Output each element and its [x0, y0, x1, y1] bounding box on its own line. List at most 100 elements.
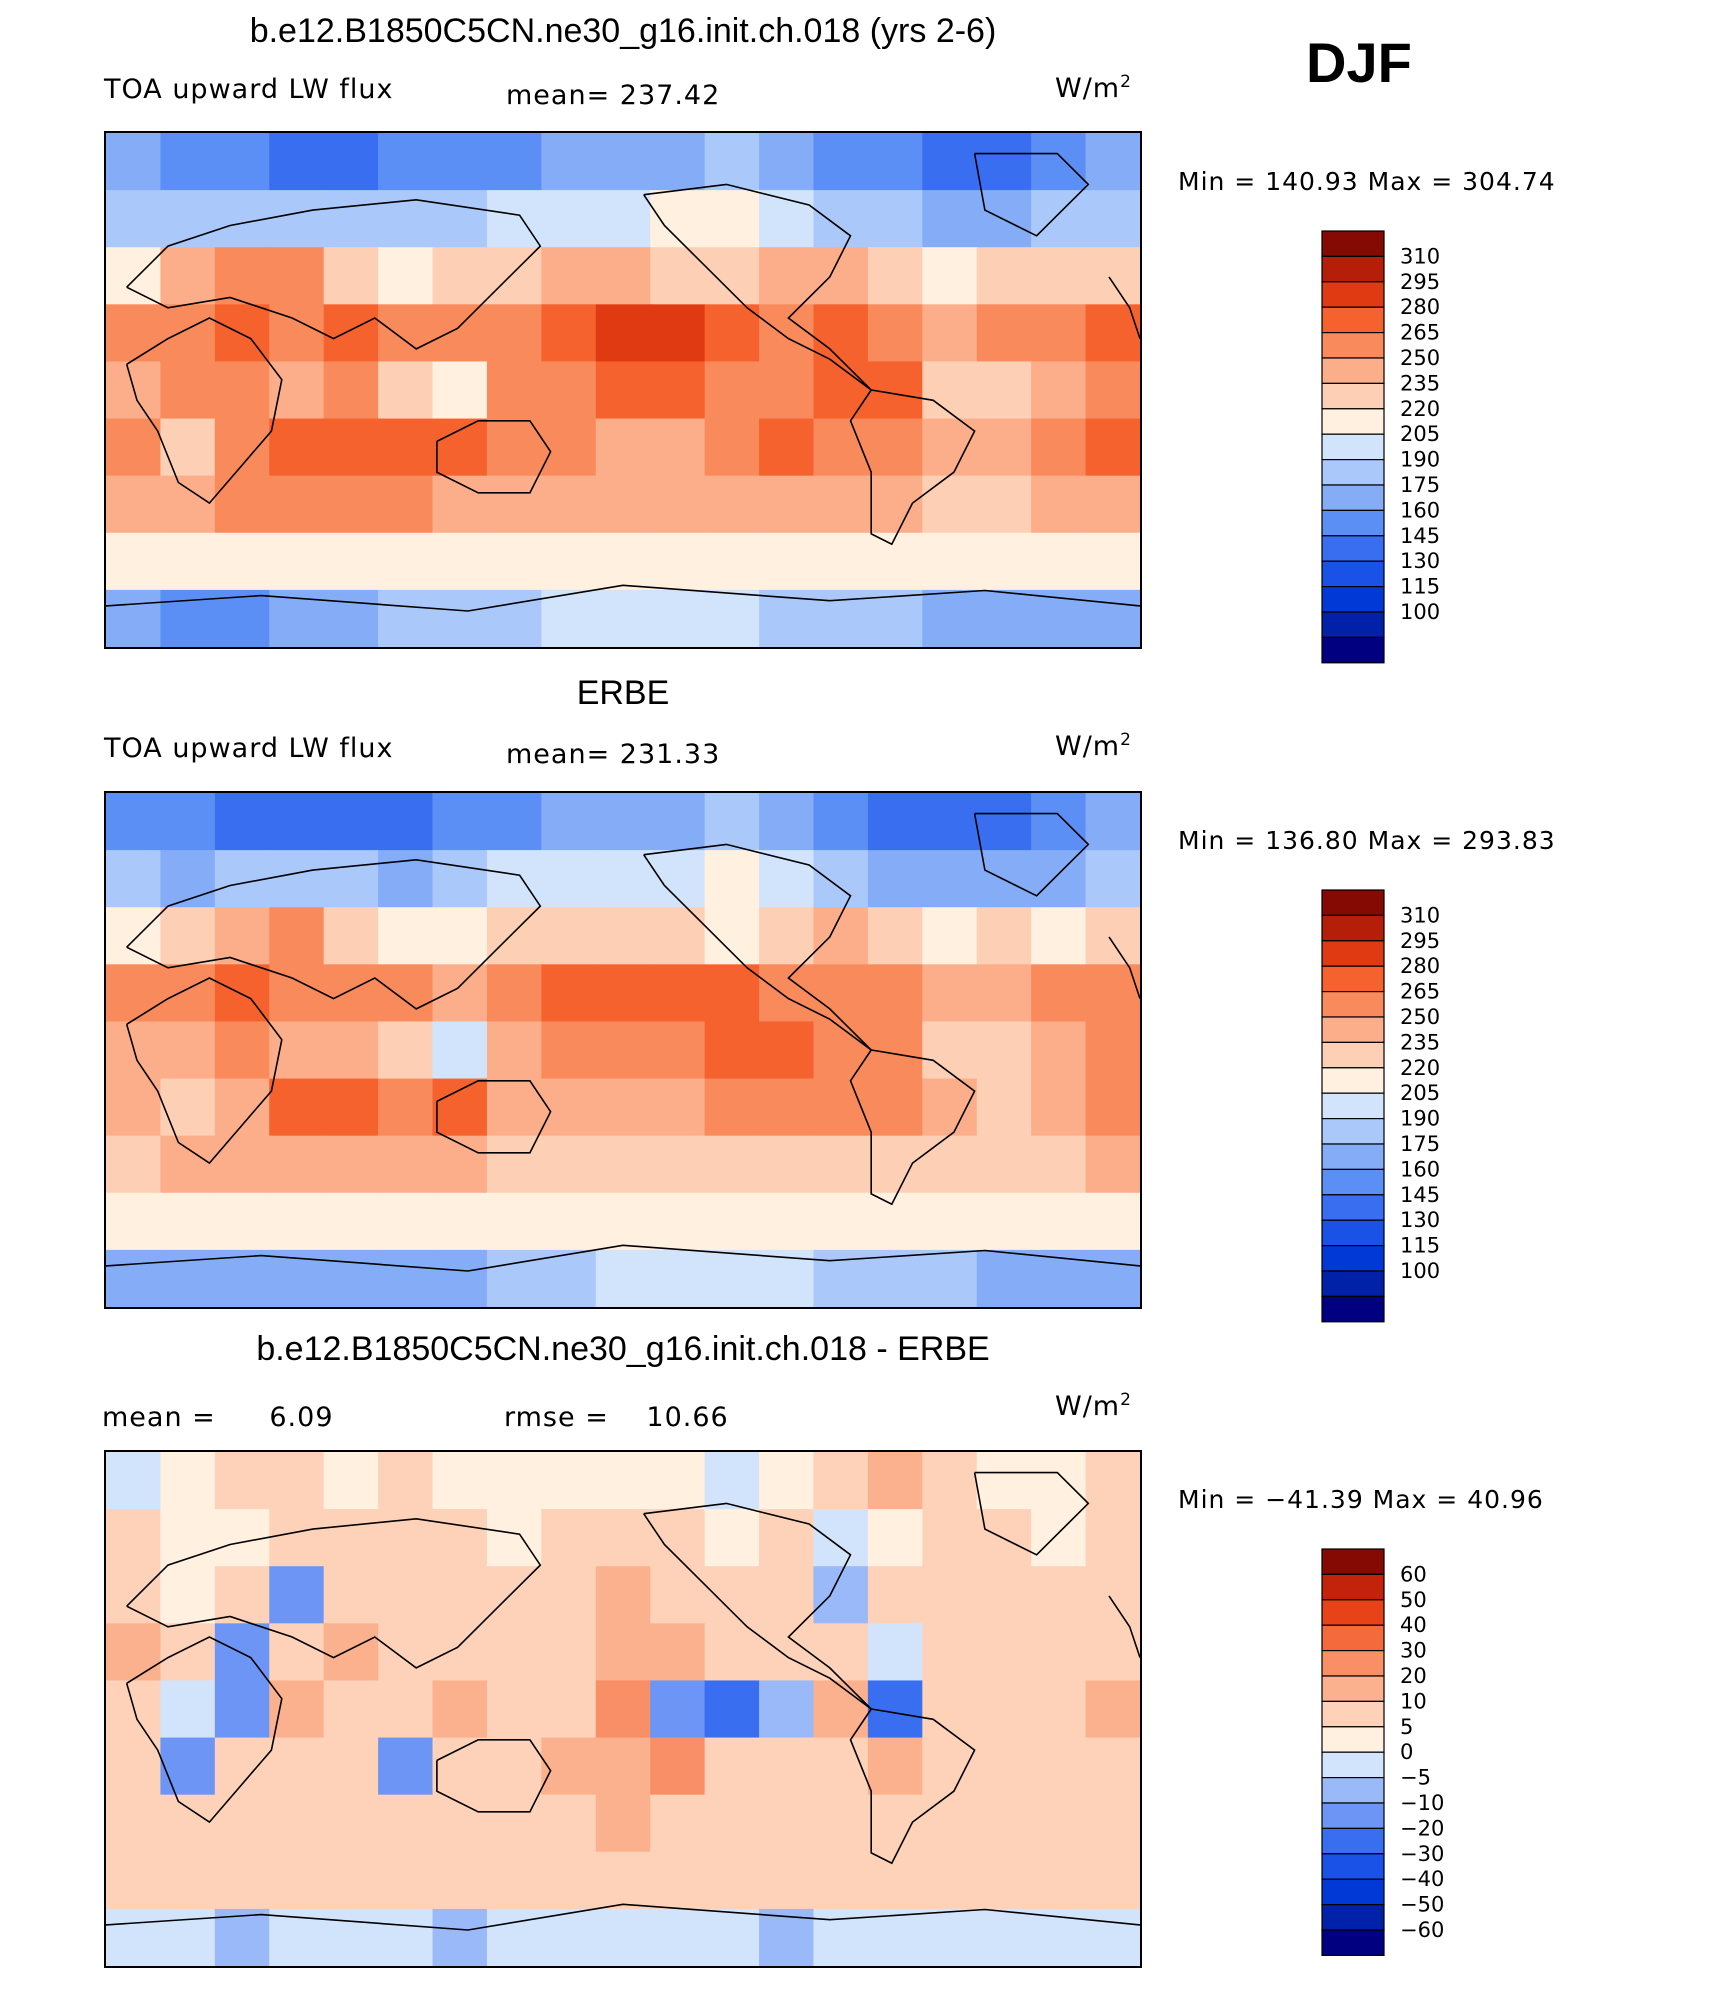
panel1-map-cell-3-8 [541, 304, 597, 363]
panel3-map-cell-6-12 [759, 1794, 815, 1853]
panel3-map-coastline-3 [643, 1502, 872, 1710]
panel1-map-cell-3-5 [378, 304, 434, 363]
panel3-map-cell-1-9 [595, 1509, 651, 1567]
panel1-map-cell-2-10 [650, 247, 706, 305]
panel2-colorbar-box-0 [1321, 889, 1385, 916]
panel1-map-cell-0-14 [867, 133, 923, 191]
panel2-map-cell-0-1 [160, 793, 216, 851]
panel2-map-cell-2-5 [378, 907, 434, 965]
panel3-map-cell-5-16 [976, 1737, 1032, 1796]
panel2-map-cell-1-0 [106, 850, 162, 908]
panel1-map-cell-7-6 [432, 532, 488, 591]
panel3-map-cell-0-9 [595, 1452, 651, 1510]
panel3-colorbar-box-15 [1321, 1929, 1385, 1956]
panel3-map-cell-5-3 [269, 1737, 325, 1796]
panel3-map-cell-6-10 [650, 1794, 706, 1853]
panel2-colorbar-box-13 [1321, 1219, 1385, 1247]
panel2-map-cell-6-15 [922, 1135, 978, 1194]
panel2-map-cell-0-9 [595, 793, 651, 851]
panel1-map-cell-6-4 [323, 475, 379, 534]
panel2-map-cell-4-2 [214, 1021, 270, 1080]
panel2-map-cell-7-6 [432, 1192, 488, 1251]
panel3-map-cell-0-2 [214, 1452, 270, 1510]
panel3-map-cell-3-0 [106, 1623, 162, 1682]
panel2-colorbar-label-8: 190 [1400, 1107, 1440, 1131]
panel2-map-cell-7-18 [1085, 1192, 1140, 1251]
panel3-map-cell-5-2 [214, 1737, 270, 1796]
panel3-map-cell-0-12 [759, 1452, 815, 1510]
panel1-map-coastline-6 [106, 584, 1140, 612]
panel1-map-cell-2-7 [486, 247, 542, 305]
panel3-map-cell-2-2 [214, 1566, 270, 1624]
panel3-map-cell-7-18 [1085, 1851, 1140, 1910]
panel1-mean-label: mean= [506, 80, 611, 111]
panel1-map-cell-8-2 [214, 589, 270, 647]
panel2-map-cell-8-14 [867, 1249, 923, 1307]
panel3-map-cell-4-1 [160, 1680, 216, 1739]
panel3-rmse-value: 10.66 [646, 1402, 729, 1433]
panel3-map-cell-5-5 [378, 1737, 434, 1796]
panel1-map-cell-5-8 [541, 418, 597, 477]
panel2-map-cell-2-3 [269, 907, 325, 965]
panel1-map-cell-8-0 [106, 589, 162, 647]
panel1-map-cell-6-3 [269, 475, 325, 534]
panel3-map-cell-4-10 [650, 1680, 706, 1739]
panel1-colorbar-label-11: 145 [1400, 524, 1440, 548]
panel1-map-cell-8-16 [976, 589, 1032, 647]
panel1-colorbar-box-5 [1321, 357, 1385, 384]
panel2-map-cell-3-8 [541, 964, 597, 1023]
panel2-map-cell-2-10 [650, 907, 706, 965]
panel3-map-cell-5-12 [759, 1737, 815, 1796]
panel1-colorbar-boxes [1321, 230, 1385, 664]
panel2-colorbar-label-6: 220 [1400, 1056, 1440, 1080]
panel1-map-coastline-7 [1108, 276, 1140, 339]
panel2-map-coastline-6 [106, 1244, 1140, 1272]
panel1-map-cell-4-10 [650, 361, 706, 420]
panel3-map-cell-4-7 [486, 1680, 542, 1739]
panel1-map-cell-3-11 [704, 304, 760, 363]
panel2-map-cell-8-11 [704, 1249, 760, 1307]
panel2-map-cell-5-5 [378, 1078, 434, 1137]
panel1-map-cell-2-13 [813, 247, 869, 305]
panel1-map-cell-2-18 [1085, 247, 1140, 305]
panel2-colorbar-box-1 [1321, 914, 1385, 942]
panel2-map-cell-0-2 [214, 793, 270, 851]
panel3-map-cell-1-8 [541, 1509, 597, 1567]
panel1-map-cell-2-6 [432, 247, 488, 305]
panel1-map-cell-0-15 [922, 133, 978, 191]
panel2-map-cell-6-9 [595, 1135, 651, 1194]
panel3-map-cell-1-6 [432, 1509, 488, 1567]
panel1-map-cell-8-5 [378, 589, 434, 647]
panel2-map-cell-1-6 [432, 850, 488, 908]
panel1-map-cell-5-12 [759, 418, 815, 477]
panel1-map-cell-7-14 [867, 532, 923, 591]
panel2-map-cell-2-8 [541, 907, 597, 965]
panel1-map-cell-4-7 [486, 361, 542, 420]
panel3-colorbar-label-3: 30 [1400, 1639, 1427, 1663]
panel2-map-cell-3-7 [486, 964, 542, 1023]
panel3-map-cell-2-4 [323, 1566, 379, 1624]
panel3-map-cell-4-17 [1031, 1680, 1087, 1739]
panel3-map-cell-4-5 [378, 1680, 434, 1739]
panel1-map-cell-6-1 [160, 475, 216, 534]
panel2-map-cell-2-16 [976, 907, 1032, 965]
panel3-map-cell-6-8 [541, 1794, 597, 1853]
panel2-map-cell-1-17 [1031, 850, 1087, 908]
panel3-colorbar-box-8 [1321, 1751, 1385, 1779]
panel1-minmax: Min = 140.93 Max = 304.74 [1178, 167, 1556, 196]
panel3-map-cell-2-16 [976, 1566, 1032, 1624]
panel2-map-cell-8-15 [922, 1249, 978, 1307]
panel3-map-cell-3-1 [160, 1623, 216, 1682]
panel1-map-cell-3-17 [1031, 304, 1087, 363]
panel2-title: ERBE [576, 674, 670, 712]
panel1-map-cell-0-1 [160, 133, 216, 191]
panel1-map-cell-3-12 [759, 304, 815, 363]
panel2-map-cell-2-1 [160, 907, 216, 965]
panel1-map-cell-4-16 [976, 361, 1032, 420]
panel3-map-cell-6-0 [106, 1794, 162, 1853]
panel1-map-cell-1-14 [867, 190, 923, 248]
panel1-map-cell-4-4 [323, 361, 379, 420]
panel2-map-cell-3-11 [704, 964, 760, 1023]
panel1-map-cell-1-1 [160, 190, 216, 248]
panel3-map-coastlines [106, 1471, 1140, 1931]
